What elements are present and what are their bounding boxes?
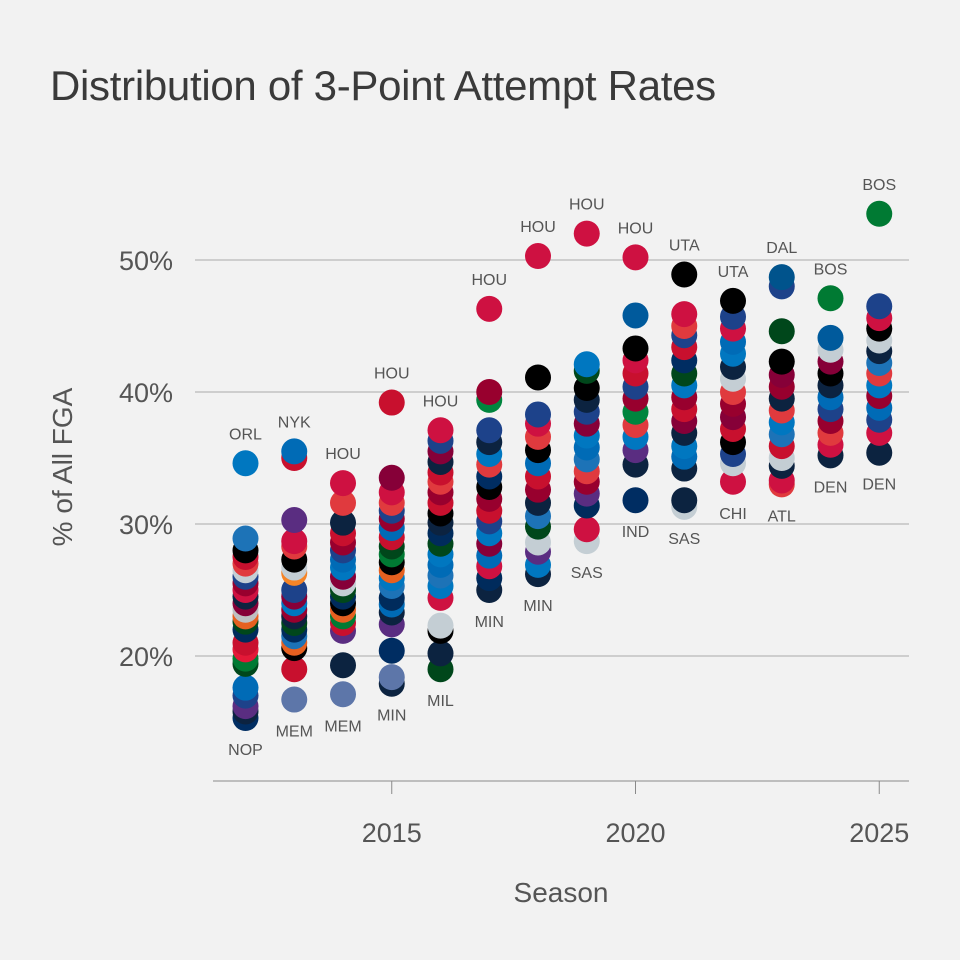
data-point bbox=[378, 637, 405, 664]
y-tick-label: 50% bbox=[119, 246, 173, 276]
data-point bbox=[281, 438, 308, 465]
team-label: MIN bbox=[475, 614, 504, 631]
y-axis-ticks: 20% 30% 40% 50% bbox=[119, 246, 173, 672]
data-point bbox=[671, 301, 698, 328]
y-tick-label: 40% bbox=[119, 378, 173, 408]
x-axis-ticks: 2015 2020 2025 bbox=[362, 781, 909, 848]
data-point bbox=[671, 487, 698, 514]
data-point bbox=[866, 439, 893, 466]
data-point bbox=[378, 389, 405, 416]
team-label: HOU bbox=[423, 393, 459, 410]
data-point bbox=[573, 351, 600, 378]
data-point bbox=[330, 489, 356, 516]
data-point bbox=[378, 664, 405, 691]
data-point bbox=[281, 507, 308, 534]
data-point bbox=[232, 525, 259, 552]
team-label: DEN bbox=[862, 477, 896, 494]
data-point bbox=[427, 640, 454, 667]
team-label: ORL bbox=[229, 426, 262, 443]
data-points bbox=[232, 200, 893, 732]
data-point bbox=[622, 487, 649, 514]
team-label: HOU bbox=[569, 197, 605, 214]
team-label: MIL bbox=[427, 693, 454, 710]
data-point bbox=[330, 681, 356, 708]
data-point bbox=[330, 509, 356, 536]
team-label: DEN bbox=[814, 479, 848, 496]
data-point bbox=[281, 528, 308, 555]
data-point bbox=[330, 652, 356, 679]
team-label: UTA bbox=[718, 264, 749, 281]
team-label: CHI bbox=[719, 506, 747, 523]
data-point bbox=[768, 318, 795, 345]
data-point bbox=[817, 285, 844, 312]
team-label: SAS bbox=[668, 531, 700, 548]
team-label: IND bbox=[622, 524, 650, 541]
data-point bbox=[525, 243, 551, 270]
y-tick-label: 30% bbox=[119, 510, 173, 540]
chart-title: Distribution of 3-Point Attempt Rates bbox=[50, 62, 716, 109]
team-label: MIN bbox=[377, 708, 406, 725]
y-tick-label: 20% bbox=[119, 642, 173, 672]
team-label: MEM bbox=[276, 724, 313, 741]
x-tick-label: 2025 bbox=[849, 818, 909, 848]
data-point bbox=[525, 364, 551, 391]
data-point bbox=[476, 417, 503, 444]
team-label: MIN bbox=[523, 598, 552, 615]
data-point bbox=[330, 470, 356, 497]
team-label: DAL bbox=[766, 240, 797, 257]
data-point bbox=[817, 324, 844, 351]
data-point bbox=[573, 220, 600, 247]
team-label: HOU bbox=[520, 219, 556, 236]
data-point bbox=[378, 464, 405, 491]
team-label: BOS bbox=[862, 177, 896, 194]
team-labels: ORL NOP NYK MEM HOU MEM HOU MIN HOU MIL HOU MIN HOU M… bbox=[228, 177, 896, 759]
team-label: HOU bbox=[471, 272, 507, 289]
data-point bbox=[525, 401, 551, 428]
data-point bbox=[476, 379, 503, 405]
team-label: NYK bbox=[278, 414, 311, 431]
team-label: BOS bbox=[814, 261, 848, 278]
team-label: MEM bbox=[324, 718, 361, 735]
data-point bbox=[671, 261, 698, 288]
x-tick-label: 2015 bbox=[362, 818, 422, 848]
data-point bbox=[281, 686, 308, 713]
data-point bbox=[720, 287, 746, 314]
data-point bbox=[768, 264, 795, 291]
team-label: ATL bbox=[768, 508, 796, 525]
x-tick-label: 2020 bbox=[605, 818, 665, 848]
y-axis-title: % of All FGA bbox=[47, 387, 78, 546]
data-point bbox=[232, 674, 259, 701]
data-point bbox=[866, 293, 893, 320]
data-point bbox=[768, 348, 795, 375]
data-point bbox=[622, 244, 649, 271]
data-point bbox=[281, 656, 308, 683]
data-point bbox=[622, 302, 649, 329]
data-point bbox=[232, 450, 259, 477]
data-point bbox=[476, 295, 503, 322]
data-point bbox=[622, 335, 649, 362]
x-axis-title: Season bbox=[514, 877, 609, 908]
data-point bbox=[866, 200, 893, 227]
team-label: SAS bbox=[571, 565, 603, 582]
team-label: UTA bbox=[669, 238, 700, 255]
team-label: HOU bbox=[374, 366, 410, 383]
data-point bbox=[573, 516, 600, 543]
data-point bbox=[720, 468, 746, 495]
data-point bbox=[427, 612, 454, 639]
team-label: HOU bbox=[618, 220, 654, 237]
data-point bbox=[427, 417, 454, 444]
team-label: HOU bbox=[325, 446, 361, 463]
team-label: NOP bbox=[228, 742, 263, 759]
